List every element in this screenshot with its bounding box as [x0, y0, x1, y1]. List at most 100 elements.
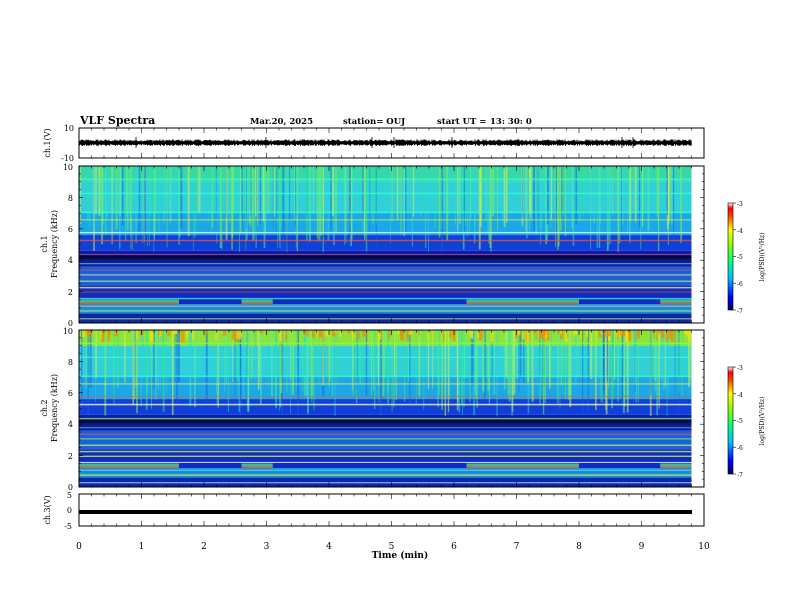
spectrogram-hotspot: [332, 330, 336, 337]
spectrogram-streak: [596, 166, 598, 249]
spectrogram-streak: [658, 330, 660, 409]
spectrogram-streak: [246, 166, 248, 241]
spectrogram-streak: [306, 166, 308, 240]
spectrogram-streak: [221, 166, 223, 250]
spectrogram-line: [79, 280, 692, 282]
spectrogram-streak: [232, 330, 234, 383]
spectrogram-streak: [562, 166, 564, 247]
spectrogram-streak: [582, 166, 585, 217]
spectrogram-streak: [513, 330, 516, 395]
spectrogram-line: [79, 461, 692, 463]
spectrogram-patch: [79, 299, 179, 305]
spectrogram-streak: [405, 166, 407, 232]
spectrogram-hotspot: [665, 330, 668, 342]
spectrogram-streak: [317, 166, 319, 243]
spectrogram-patch: [79, 466, 179, 469]
x-tick-label: 4: [326, 542, 332, 552]
spectrogram-streak: [352, 330, 354, 397]
spectrogram-streak: [454, 166, 456, 226]
spectrogram-streak: [174, 330, 176, 382]
spectrogram-streak: [626, 166, 628, 234]
spectrogram-streak: [363, 166, 366, 234]
spectrogram-streak: [328, 330, 330, 387]
spectrogram-hotspot: [543, 330, 545, 342]
x-tick-label: 9: [639, 542, 645, 552]
spectrogram-streak: [542, 330, 545, 415]
spectrogram-streak: [569, 330, 572, 398]
spectrogram-streak: [688, 330, 690, 388]
spectrogram-line: [79, 427, 692, 429]
spectrogram-streak: [163, 166, 165, 224]
spectrogram-streak: [282, 166, 285, 252]
spectrogram-streak: [463, 166, 466, 232]
spectrogram-streak: [363, 330, 364, 388]
spectrogram-hotspot: [471, 330, 474, 340]
spectrogram-hotspot: [684, 330, 687, 335]
start-ut-time: 13: 30: 0: [490, 117, 532, 127]
spectrogram-streak: [602, 330, 604, 403]
spectrogram-streak: [539, 330, 541, 404]
spectrogram-streak: [436, 166, 439, 215]
spectrogram-streak: [571, 166, 573, 228]
ch2-spec-ytick-10: 10: [63, 327, 73, 336]
spectrogram-hotspot: [526, 330, 530, 343]
spectrogram-streak: [135, 166, 137, 243]
spectrogram-line: [79, 444, 692, 446]
ch1-spectrogram-ticks: [78, 165, 705, 324]
x-axis-label: Time (min): [372, 550, 429, 561]
spectrogram-hotspot: [580, 330, 582, 339]
spectrogram-hotspot: [346, 330, 351, 334]
cb2-label: log(PSD)(V²/Hz): [759, 397, 766, 446]
ch2-spec-ytick-2: 2: [68, 452, 73, 461]
spectrogram-line: [79, 342, 692, 345]
spectrogram-hotspot: [637, 330, 639, 336]
spectrogram-streak: [618, 166, 621, 244]
spectrogram-streak: [447, 166, 450, 215]
spectrogram-streak: [257, 166, 259, 227]
spectrogram-streak: [193, 166, 195, 251]
spectrogram-streak: [530, 166, 532, 219]
ch1-spec-ytick-0: 0: [68, 319, 73, 328]
spectrogram-streak: [190, 330, 192, 402]
spectrogram-streak: [151, 330, 152, 409]
spectrogram-hotspot: [657, 330, 661, 334]
spectrogram-streak: [295, 166, 297, 248]
spectrogram-hotspot: [87, 330, 91, 337]
spectrogram-streak: [143, 166, 145, 243]
spectrogram-streak: [493, 330, 495, 395]
spectrogram-hotspot: [533, 330, 536, 334]
ch1-waveform-trace: [78, 139, 692, 147]
spectrogram-streak: [254, 166, 256, 241]
spectrogram-streak: [635, 330, 637, 403]
ch2-spec-ylabel: ch.2: [40, 399, 49, 416]
spectrogram-streak: [135, 330, 138, 388]
spectrogram-streak: [242, 330, 245, 400]
spectrogram-streak: [291, 330, 294, 395]
ch2-spectrogram-ticks: [78, 329, 705, 488]
spectrogram-hotspot: [625, 330, 628, 343]
spectrogram-streak: [351, 330, 353, 391]
spectrogram-streak: [441, 166, 443, 252]
ch1-spec-ytick-8: 8: [68, 194, 73, 203]
spectrogram-streak: [621, 166, 622, 232]
spectrogram-streak: [365, 166, 368, 252]
spectrogram-streak: [345, 166, 347, 243]
spectrogram-streak: [327, 166, 330, 242]
spectrogram-streak: [296, 166, 299, 252]
spectrogram-streak: [305, 330, 308, 397]
spectrogram-streak: [666, 166, 669, 216]
spectrogram-streak: [612, 166, 614, 216]
spectrogram-line: [79, 274, 692, 276]
spectrogram-streak: [511, 330, 513, 416]
spectrogram-patch: [660, 299, 692, 305]
spectrogram-streak: [637, 330, 639, 403]
spectrogram-streak: [491, 330, 493, 380]
spectrogram-streak: [334, 330, 336, 416]
station-label: station= OUJ: [343, 117, 405, 127]
spectrogram-streak: [523, 330, 525, 384]
spectrogram-band: [79, 255, 692, 261]
spectrogram-line: [79, 318, 692, 320]
spectrogram-streak: [142, 330, 144, 379]
spectrogram-hotspot: [670, 330, 674, 343]
